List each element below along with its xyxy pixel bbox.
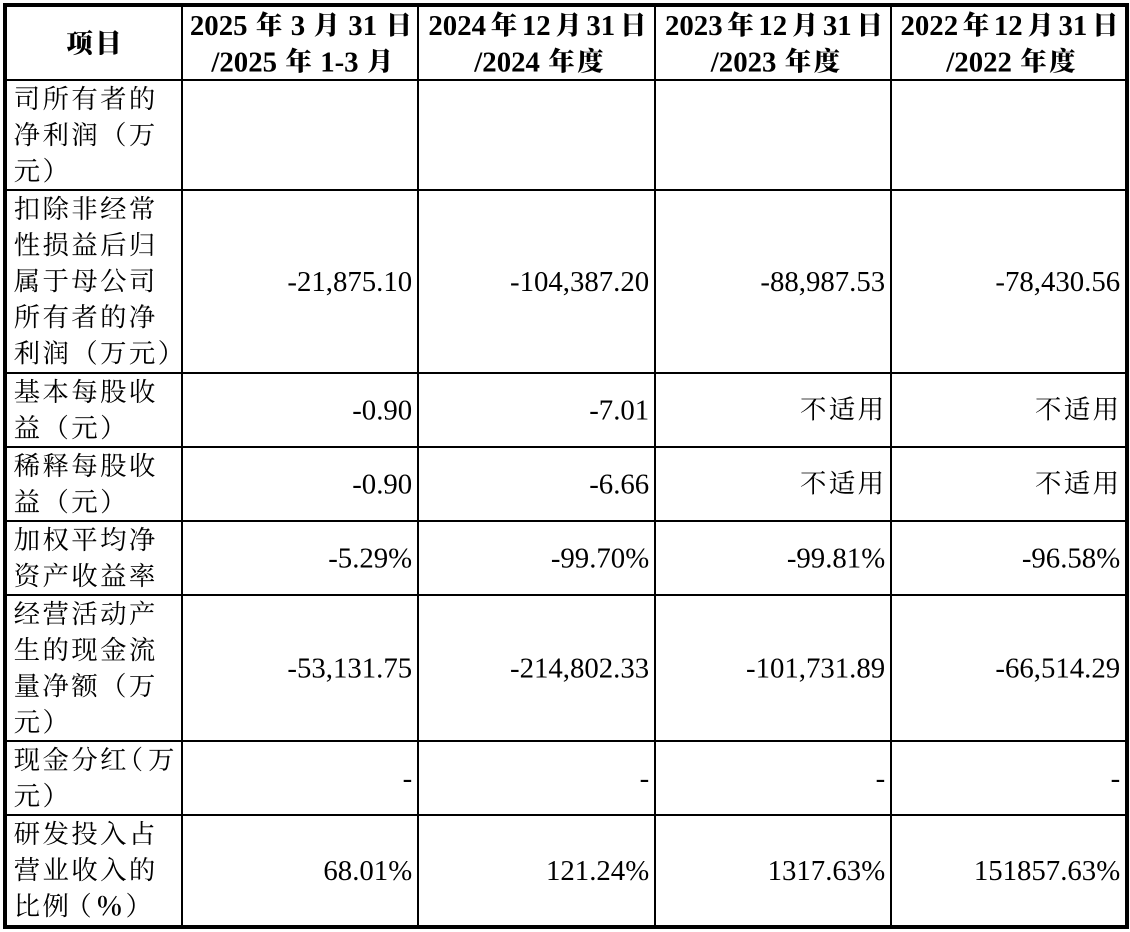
svg-text:-7.01: -7.01 (589, 394, 649, 426)
svg-text:/2024: /2024 (473, 46, 540, 78)
svg-text:/2022: /2022 (945, 46, 1012, 78)
svg-text:-78,430.56: -78,430.56 (995, 266, 1120, 298)
svg-text:-5.29%: -5.29% (328, 542, 412, 574)
svg-text:-88,987.53: -88,987.53 (760, 266, 885, 298)
svg-text:1317.63%: 1317.63% (768, 855, 886, 887)
svg-text:-0.90: -0.90 (352, 394, 412, 426)
svg-text:121.24%: 121.24% (546, 855, 649, 887)
svg-text:31: 31 (348, 10, 377, 42)
svg-text:68.01%: 68.01% (323, 855, 412, 887)
svg-text:-21,875.10: -21,875.10 (287, 266, 412, 298)
svg-text:31: 31 (1059, 10, 1088, 42)
svg-text:-99.70%: -99.70% (551, 542, 649, 574)
svg-text:12: 12 (522, 10, 551, 42)
svg-text:3: 3 (291, 10, 305, 42)
svg-text:31: 31 (823, 10, 852, 42)
svg-text:2025: 2025 (190, 10, 248, 42)
svg-text:151857.63%: 151857.63% (974, 855, 1120, 887)
svg-text:2023: 2023 (665, 10, 723, 42)
svg-text:-6.66: -6.66 (589, 468, 649, 500)
svg-text:2022: 2022 (901, 10, 959, 42)
svg-text:-0.90: -0.90 (352, 468, 412, 500)
svg-text:-214,802.33: -214,802.33 (510, 652, 649, 684)
svg-text:-99.81%: -99.81% (787, 542, 885, 574)
svg-text:-66,514.29: -66,514.29 (995, 652, 1120, 684)
svg-text:-: - (876, 762, 886, 794)
svg-text:-104,387.20: -104,387.20 (510, 266, 649, 298)
svg-text:31: 31 (586, 10, 615, 42)
svg-text:-101,731.89: -101,731.89 (746, 652, 885, 684)
svg-text:2024: 2024 (428, 10, 486, 42)
svg-text:-: - (1111, 762, 1121, 794)
svg-text:-96.58%: -96.58% (1022, 542, 1120, 574)
svg-text:-53,131.75: -53,131.75 (287, 652, 412, 684)
svg-text:12: 12 (994, 10, 1023, 42)
svg-text:-: - (640, 762, 650, 794)
svg-text:/2025: /2025 (210, 46, 277, 78)
svg-text:1-3: 1-3 (320, 46, 358, 78)
svg-text:-: - (403, 762, 413, 794)
svg-text:/2023: /2023 (710, 46, 777, 78)
svg-text:12: 12 (758, 10, 787, 42)
